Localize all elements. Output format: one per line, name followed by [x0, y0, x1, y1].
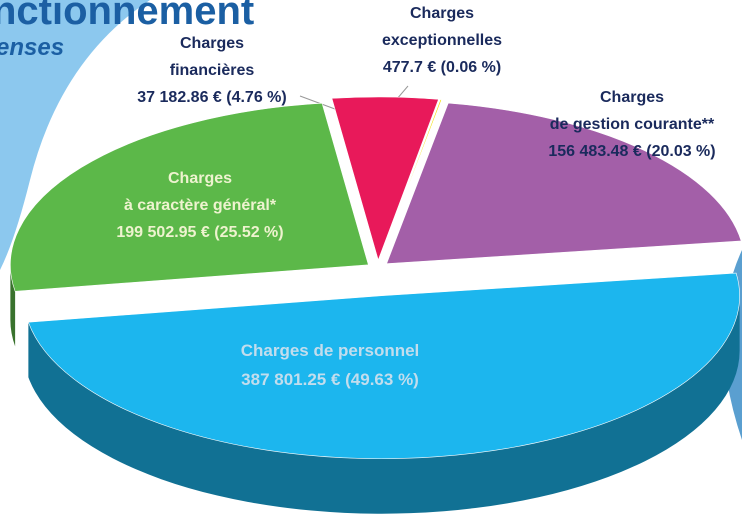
slice	[379, 99, 443, 261]
value-label: 37 182.86 € (4.76 %)	[137, 89, 286, 106]
slice-label: Charges	[168, 170, 232, 187]
labels: Charges de personnel 387 801.25 € (49.63 …	[116, 5, 715, 389]
value-label: 387 801.25 € (49.63 %)	[241, 370, 419, 389]
background-swoosh	[0, 0, 150, 270]
slice-label: Charges	[600, 89, 664, 106]
slice-label: financières	[170, 62, 255, 79]
value-label: 477.7 € (0.06 %)	[383, 59, 501, 76]
slice-label: de gestion courante**	[550, 116, 715, 133]
slice-label: à caractère général*	[124, 197, 277, 214]
slice-label: Charges de personnel	[241, 341, 420, 360]
slice	[27, 272, 740, 460]
slice-side	[10, 264, 16, 347]
slice-label: exceptionnelles	[382, 32, 502, 49]
pie	[10, 96, 742, 514]
slice	[331, 96, 439, 261]
value-label: 199 502.95 € (25.52 %)	[116, 224, 283, 241]
slice	[10, 102, 369, 292]
slice-side	[28, 295, 740, 514]
chart-subtitle: enses	[0, 34, 64, 61]
chart-title: nctionnement	[0, 0, 254, 33]
slice	[386, 102, 742, 264]
slice-label: Charges	[180, 35, 244, 52]
slice-label: Charges	[410, 5, 474, 22]
value-label: 156 483.48 € (20.03 %)	[548, 143, 715, 160]
